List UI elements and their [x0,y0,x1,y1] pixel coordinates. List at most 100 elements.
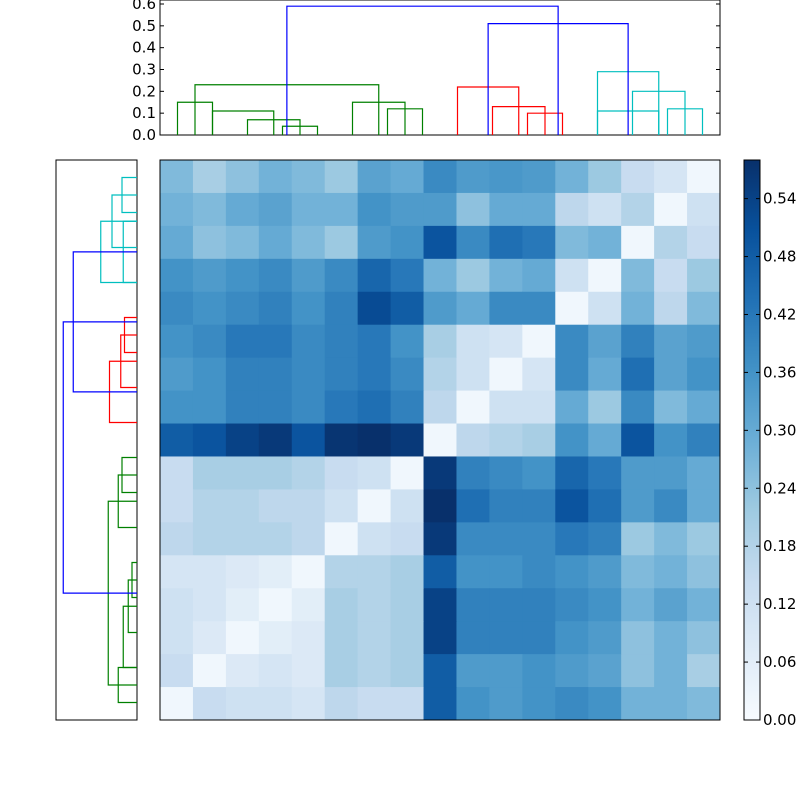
heatmap-cell [621,324,655,359]
heatmap-cell [357,621,392,655]
heatmap-cell [654,522,688,556]
top-y-tick-label: 0.4 [132,39,156,57]
heatmap-cell [588,588,622,622]
heatmap-cell [522,160,556,194]
heatmap-cell [390,324,425,359]
heatmap-cell [357,522,392,556]
heatmap-cell [258,324,293,359]
heatmap-cell [324,687,359,721]
heatmap-cell [357,423,392,457]
heatmap-cell [192,456,227,490]
heatmap-cell [621,588,655,622]
heatmap-cell [621,654,655,688]
heatmap-cell [423,291,457,326]
heatmap-cell [192,258,227,293]
heatmap-cell [357,654,392,688]
heatmap-cell [489,489,523,523]
heatmap-cell [489,687,523,721]
heatmap-cell [225,687,260,721]
heatmap-cell [324,225,359,260]
heatmap-cell [423,588,457,622]
heatmap-cell [621,160,655,194]
heatmap-cell [160,687,194,721]
heatmap-cell [489,291,523,326]
top-dendrogram-frame [159,0,721,136]
heatmap-cell [621,555,655,589]
heatmap-cell [357,489,392,523]
heatmap-cell [687,522,721,556]
heatmap-cell [258,456,293,490]
heatmap-cell [258,160,293,194]
heatmap-cell [555,555,589,589]
heatmap-cell [588,390,622,425]
heatmap-cell [160,654,194,688]
heatmap-cell [192,357,227,392]
heatmap-cell [555,456,589,490]
heatmap-cell [324,489,359,523]
heatmap-cell [225,522,260,556]
heatmap-cell [291,489,326,523]
colorbar-tick-label: 0.48 [763,248,796,266]
colorbar-axis: 0.00 0.06 0.12 0.18 0.24 0.30 0.36 0.42 0.48 0.54 [744,190,796,729]
heatmap-cell [489,357,523,392]
heatmap-cell [522,588,556,622]
heatmap-cell [390,522,425,556]
colorbar-tick-label: 0.12 [763,595,796,613]
heatmap-cell [390,225,425,260]
heatmap-cell [192,324,227,359]
heatmap-cell [225,225,260,260]
colorbar-tick-label: 0.06 [763,653,796,671]
heatmap-cell [390,423,425,457]
heatmap-cell [225,324,260,359]
heatmap-cell [324,390,359,425]
heatmap-panel [159,159,721,721]
heatmap-cell [160,423,194,457]
heatmap-cell [324,291,359,326]
heatmap-cell [456,357,490,392]
heatmap-cell [192,390,227,425]
heatmap-cell [588,357,622,392]
heatmap-frame [159,159,721,721]
heatmap-cell [456,456,490,490]
heatmap-cell [258,489,293,523]
heatmap-cell [390,555,425,589]
heatmap-cell [687,258,721,293]
heatmap-cell [687,423,721,457]
heatmap-cell [160,291,194,326]
heatmap-cell [555,423,589,457]
heatmap-cell [324,192,359,227]
colorbar-tick-label: 0.24 [763,479,796,497]
heatmap-cell [522,522,556,556]
heatmap-cell [522,555,556,589]
heatmap-cell [687,291,721,326]
heatmap-cell [522,456,556,490]
heatmap-cell [192,621,227,655]
heatmap-cell [390,489,425,523]
heatmap-cell [258,357,293,392]
top-dendrogram-link [211,110,275,135]
heatmap-cell [555,621,589,655]
left-dendrogram-link [122,605,137,669]
left-dendrogram-panel [55,159,138,721]
heatmap-cell [324,555,359,589]
colorbar-tick-label: 0.42 [763,305,796,323]
heatmap-cell [357,555,392,589]
heatmap-cell [192,291,227,326]
heatmap-cell [390,456,425,490]
heatmap-cell [160,489,194,523]
heatmap-cell [489,390,523,425]
heatmap-cell [423,489,457,523]
heatmap-cell [555,160,589,194]
heatmap-cell [291,357,326,392]
heatmap-cell [489,192,523,227]
left-dendrogram-link [62,321,137,594]
heatmap-cell [621,489,655,523]
heatmap-cell [160,588,194,622]
colorbar-panel: 0.00 0.06 0.12 0.18 0.24 0.30 0.36 0.42 0.48 0.54 [743,159,796,729]
heatmap-cell [456,522,490,556]
heatmap-cell [423,654,457,688]
heatmap-cell [522,489,556,523]
heatmap-cell [621,522,655,556]
heatmap-cell [324,456,359,490]
heatmap-cell [687,324,721,359]
